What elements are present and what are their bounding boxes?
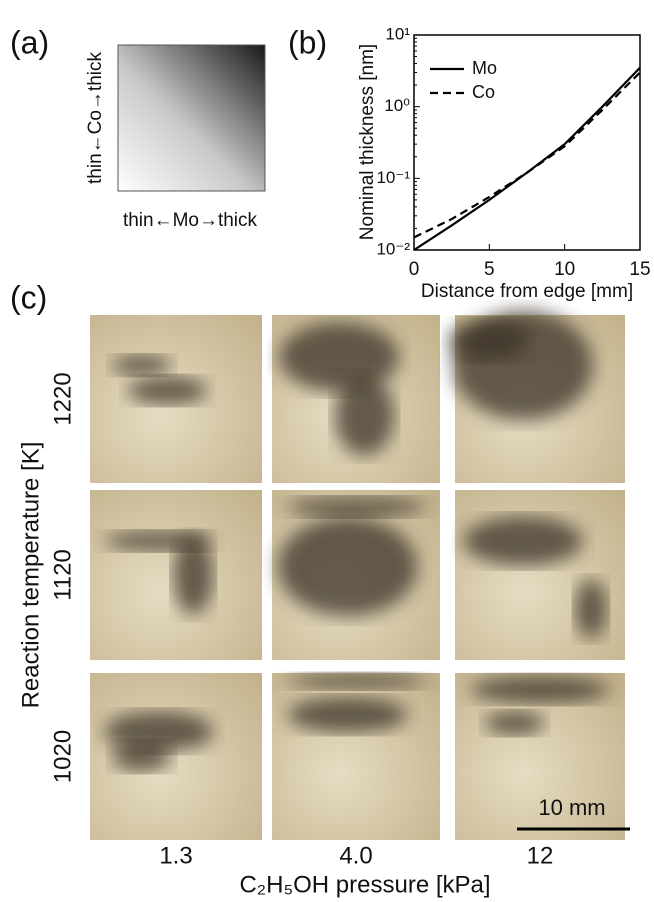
y-tick-label: 10⁻² <box>376 239 410 258</box>
dark-region <box>334 376 394 456</box>
dark-region <box>127 377 207 405</box>
y-axis-label: Nominal thickness [nm] <box>357 44 378 240</box>
x-tick-label: 0 <box>409 259 420 280</box>
dark-region <box>288 697 408 733</box>
y-tick-label: 10¹ <box>385 24 410 43</box>
y-axis-label: Reaction temperature [K] <box>17 442 44 709</box>
line <box>414 72 640 237</box>
dark-region <box>485 711 545 735</box>
x-tick-label: 5 <box>484 259 495 280</box>
dark-region <box>173 535 213 615</box>
panel-label: (b) <box>288 24 327 60</box>
y-tick-label: 10⁰ <box>384 96 410 115</box>
gradient-square <box>118 45 265 191</box>
panel-label: (c) <box>10 279 47 315</box>
plot-frame <box>414 35 640 250</box>
row-label: 1120 <box>49 549 76 601</box>
x-label: thin←Mo→thick <box>123 210 258 231</box>
sample-photo <box>455 490 625 660</box>
row-label: 1020 <box>49 730 76 783</box>
x-axis-label: Distance from edge [mm] <box>421 281 633 302</box>
dark-region <box>286 497 426 517</box>
dark-region <box>463 516 583 566</box>
row-label: 1220 <box>49 372 76 425</box>
scale-bar-label: 10 mm <box>538 795 605 820</box>
dark-region <box>112 355 172 375</box>
y-label: thin←Co→thick <box>85 52 106 184</box>
dark-region <box>278 517 418 617</box>
figure: (a) thin←Co→thick thin←Mo→thick (b) Nomi… <box>0 0 654 902</box>
photo-grid: (c) Reaction temperature [K] C₂H₅OH pres… <box>10 279 630 898</box>
y-tick-label: 10⁻¹ <box>376 168 410 187</box>
x-tick-label: 15 <box>629 259 650 280</box>
dark-region <box>575 579 607 639</box>
dark-region <box>470 676 610 704</box>
legend-label: Co <box>472 82 495 102</box>
dark-region <box>286 673 426 689</box>
dark-region <box>279 322 399 392</box>
column-label: 12 <box>527 842 554 869</box>
dark-region <box>449 320 529 360</box>
x-tick-label: 10 <box>554 259 575 280</box>
column-label: 4.0 <box>339 842 372 869</box>
legend-label: Mo <box>472 58 497 78</box>
chart: (b) Nominal thickness [nm] Distance from… <box>288 24 651 302</box>
dark-region <box>112 742 172 772</box>
x-axis-label: C₂H₅OH pressure [kPa] <box>239 871 490 898</box>
column-label: 1.3 <box>159 842 192 869</box>
line <box>414 68 640 250</box>
panel-label: (a) <box>10 24 49 60</box>
